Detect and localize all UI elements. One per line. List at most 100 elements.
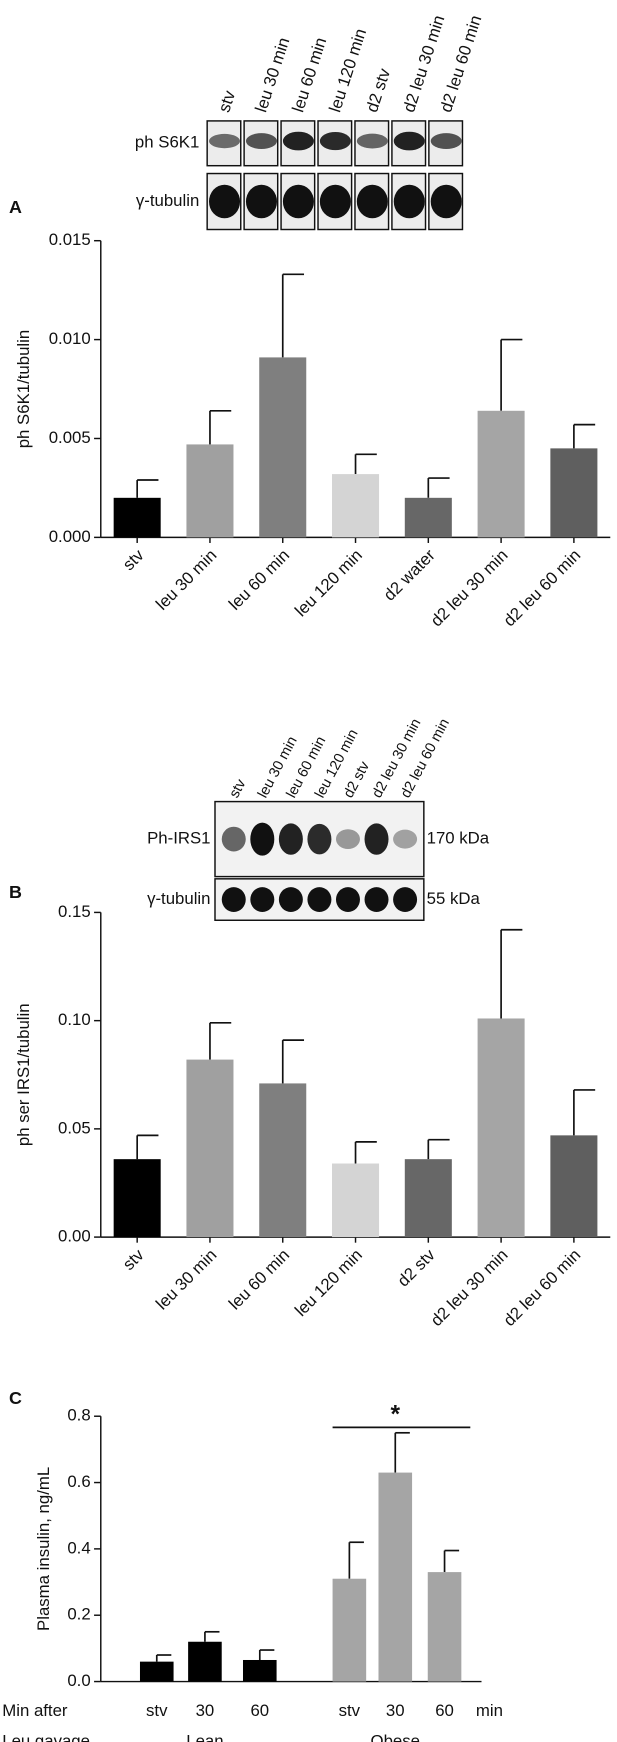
blot-band: [282, 131, 314, 151]
blot-band: [282, 184, 314, 219]
y-axis-label: Plasma insulin, ng/mL: [34, 1467, 53, 1631]
blot-band: [208, 133, 241, 149]
y-axis-label: ph ser IRS1/tubulin: [14, 1003, 33, 1146]
blot-band: [278, 823, 303, 855]
blot-row-label: ph S6K1: [135, 133, 199, 152]
lane-label: stv: [214, 88, 239, 115]
bar: [378, 1472, 413, 1682]
blot-band: [221, 826, 246, 852]
bar: [404, 497, 452, 538]
x-tick-label: d2 stv: [394, 1245, 440, 1291]
blot-band: [278, 887, 303, 912]
blot-band: [393, 131, 425, 151]
x-tick-label: stv: [146, 1701, 168, 1720]
y-tick-label: 0.05: [58, 1118, 91, 1137]
x-tick-label: leu 30 min: [152, 546, 220, 614]
lane-label: d2 stv: [362, 66, 394, 115]
blot-row-label: Ph-IRS1: [147, 829, 210, 848]
y-tick-label: 0.2: [67, 1605, 90, 1624]
bar: [113, 497, 161, 538]
x-tick-label: leu 30 min: [152, 1245, 220, 1313]
blot-band: [335, 829, 360, 849]
y-tick-label: 0.005: [49, 428, 91, 447]
y-tick-label: 0.8: [67, 1406, 90, 1425]
x-tick-label: d2 leu 60 min: [500, 1245, 585, 1330]
x-row-label: Leu gavage: [2, 1731, 90, 1742]
blot-band: [364, 887, 389, 912]
bar: [259, 357, 307, 538]
bar: [550, 448, 598, 538]
bar: [242, 1659, 277, 1682]
blot-band: [245, 184, 277, 219]
blot-band: [245, 133, 277, 149]
y-tick-label: 0.10: [58, 1010, 91, 1029]
blot-size-label: 170 kDa: [427, 829, 490, 848]
panel-letter: C: [9, 1388, 22, 1408]
x-tick-label: leu 60 min: [225, 1245, 293, 1313]
x-tick-label: leu 120 min: [291, 1245, 366, 1320]
blot-band: [393, 887, 418, 912]
bar: [113, 1159, 161, 1238]
blot-band: [307, 823, 332, 855]
x-tick-label: stv: [339, 1701, 361, 1720]
blot-band: [430, 184, 462, 219]
x-tick-label: 30: [196, 1701, 215, 1720]
lane-label: stv: [227, 776, 250, 801]
group-label: Lean: [186, 1731, 223, 1742]
bar: [332, 1578, 367, 1682]
y-axis-label: ph S6K1/tubulin: [14, 330, 33, 448]
blot-band: [307, 887, 332, 912]
bar: [259, 1083, 307, 1238]
bar: [186, 1059, 234, 1238]
blot-band: [208, 184, 241, 219]
lane-label: leu 60 min: [288, 35, 330, 115]
blot-band: [319, 184, 351, 219]
lane-label: leu 120 min: [325, 26, 370, 114]
y-tick-label: 0.4: [67, 1538, 90, 1557]
y-tick-label: 0.6: [67, 1472, 90, 1491]
lane-label: d2 stv: [341, 758, 374, 800]
blot-row-label: γ-tubulin: [147, 889, 210, 908]
blot-band: [393, 184, 425, 219]
blot-band: [356, 133, 388, 149]
blot-band: [393, 829, 418, 849]
y-tick-label: 0.010: [49, 329, 91, 348]
blot-band: [430, 133, 462, 149]
bar: [139, 1661, 174, 1682]
x-unit: min: [476, 1701, 503, 1720]
blot-band: [250, 822, 275, 856]
bar: [404, 1159, 452, 1238]
bar: [477, 1018, 525, 1238]
group-label: Obese: [371, 1731, 420, 1742]
bar: [188, 1641, 222, 1682]
blot-strip: [214, 878, 425, 921]
x-tick-label: stv: [119, 545, 148, 574]
x-tick-label: 30: [386, 1701, 405, 1720]
blot-band: [335, 887, 360, 912]
blot-band: [221, 887, 246, 912]
blot-row-label: γ-tubulin: [136, 191, 199, 210]
significance-star: *: [390, 1402, 400, 1429]
y-tick-label: 0.000: [49, 527, 91, 546]
bar: [332, 474, 380, 538]
x-tick-label: d2 leu 60 min: [500, 546, 585, 631]
x-tick-label: 60: [435, 1701, 454, 1720]
lane-label: leu 30 min: [251, 35, 293, 115]
bar: [550, 1135, 598, 1238]
x-tick-label: leu 120 min: [291, 546, 366, 621]
bar: [186, 444, 234, 538]
bar: [427, 1572, 462, 1682]
blot-band: [356, 184, 388, 219]
y-tick-label: 0.0: [67, 1671, 90, 1690]
y-tick-label: 0.15: [58, 902, 91, 921]
blot-band: [364, 823, 389, 855]
blot-band: [319, 131, 351, 151]
x-tick-label: 60: [250, 1701, 269, 1720]
x-tick-label: stv: [119, 1245, 148, 1274]
panel-letter: A: [9, 197, 22, 217]
x-tick-label: leu 60 min: [225, 546, 293, 614]
y-tick-label: 0.015: [49, 230, 91, 249]
y-tick-label: 0.00: [58, 1227, 91, 1246]
